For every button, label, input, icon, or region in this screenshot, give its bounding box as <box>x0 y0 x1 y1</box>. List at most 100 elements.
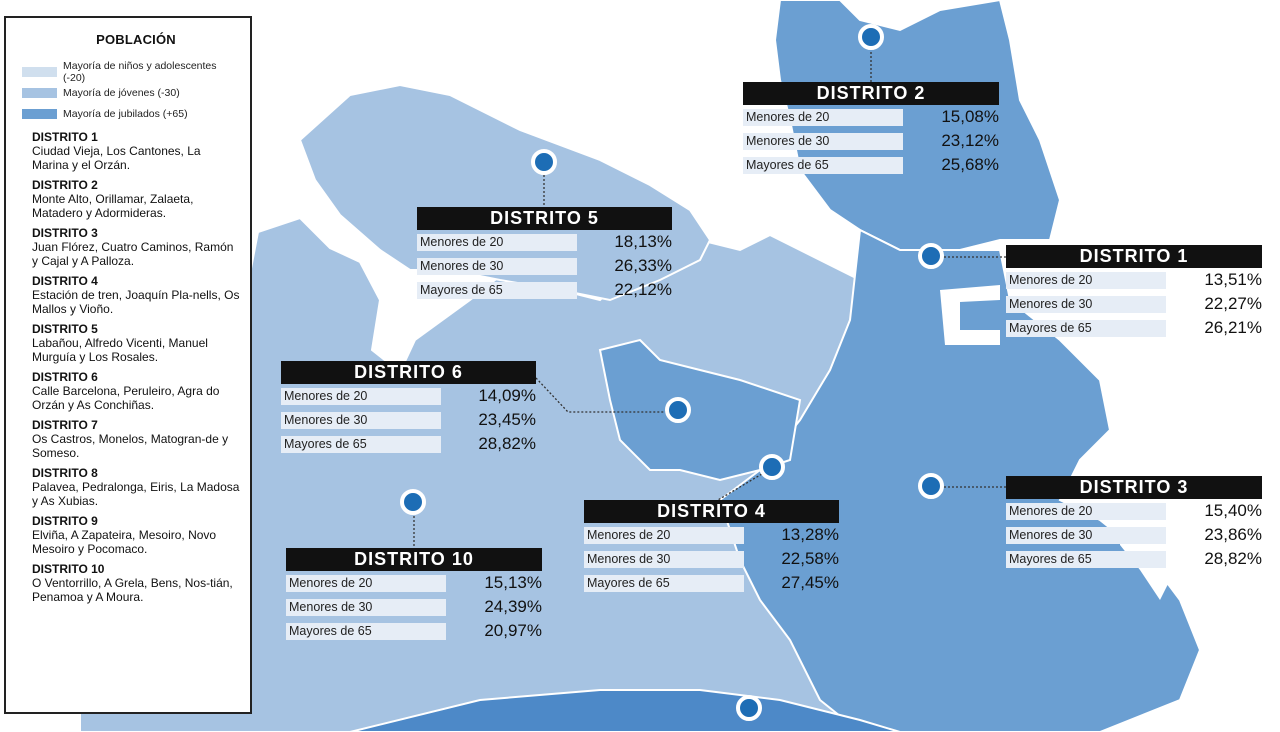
card-row-label: Mayores de 65 <box>281 435 441 453</box>
card-row: Mayores de 65 26,21% <box>1006 316 1262 340</box>
card-row-label: Mayores de 65 <box>584 574 744 592</box>
card-row: Menores de 20 15,40% <box>1006 499 1262 523</box>
card-district-4: DISTRITO 4 Menores de 20 13,28% Menores d… <box>584 500 839 595</box>
district-5-pin[interactable] <box>531 149 557 175</box>
region-east <box>718 228 1202 732</box>
card-row-value: 15,13% <box>484 573 542 592</box>
card-row-label: Menores de 20 <box>286 574 446 592</box>
card-row-label: Menores de 20 <box>584 526 744 544</box>
card-row-label: Menores de 30 <box>1006 526 1166 544</box>
legend-key-label: Mayoría de niños y adolescentes (-20) <box>63 59 217 84</box>
legend-district-name: DISTRITO 9 <box>32 514 98 528</box>
card-row: Mayores de 65 28,82% <box>281 432 536 456</box>
card-row-label: Mayores de 65 <box>417 281 577 299</box>
card-row-label: Menores de 30 <box>743 132 903 150</box>
legend-district-9: DISTRITO 9 Elviña, A Zapateira, Mesoiro, … <box>32 514 240 556</box>
district-4-pin[interactable] <box>759 454 785 480</box>
card-row: Mayores de 65 28,82% <box>1006 547 1262 571</box>
legend-district-areas: Estación de tren, Joaquín Pla-nells, Os … <box>32 288 240 316</box>
district-3-pin[interactable] <box>918 473 944 499</box>
card-district-10: DISTRITO 10 Menores de 20 15,13% Menores … <box>286 548 542 643</box>
card-row-label: Menores de 20 <box>281 387 441 405</box>
card-row-value: 26,21% <box>1204 318 1262 337</box>
legend-district-name: DISTRITO 8 <box>32 466 98 480</box>
legend-district-name: DISTRITO 5 <box>32 322 98 336</box>
legend-key-youth: Mayoría de jóvenes (-30) <box>22 82 240 103</box>
card-row-label: Menores de 20 <box>417 233 577 251</box>
card-district-2: DISTRITO 2 Menores de 20 15,08% Menores d… <box>743 82 999 177</box>
card-row: Menores de 20 13,51% <box>1006 268 1262 292</box>
district-2-pin[interactable] <box>858 24 884 50</box>
legend-title: POBLACIÓN <box>96 32 176 47</box>
card-row-value: 28,82% <box>1204 549 1262 568</box>
card-row-value: 22,58% <box>781 549 839 568</box>
legend-district-name: DISTRITO 2 <box>32 178 98 192</box>
legend-district-areas: O Ventorrillo, A Grela, Bens, Nos-tián, … <box>32 576 233 604</box>
card-row-label: Mayores de 65 <box>743 156 903 174</box>
legend-district-areas: Calle Barcelona, Peruleiro, Agra do Orzá… <box>32 384 220 412</box>
card-row-label: Menores de 30 <box>1006 295 1166 313</box>
card-row-label: Menores de 20 <box>1006 271 1166 289</box>
card-title: DISTRITO 5 <box>417 207 672 230</box>
card-row-label: Mayores de 65 <box>286 622 446 640</box>
district-10-pin[interactable] <box>400 489 426 515</box>
card-row: Menores de 30 22,58% <box>584 547 839 571</box>
legend-panel: POBLACIÓN Mayoría de niños y adolescente… <box>4 16 252 714</box>
card-row-value: 18,13% <box>614 232 672 251</box>
card-row-value: 15,08% <box>941 107 999 126</box>
card-row: Menores de 20 15,08% <box>743 105 999 129</box>
card-row-value: 26,33% <box>614 256 672 275</box>
legend-swatch-seniors <box>22 108 57 119</box>
legend-district-areas: Elviña, A Zapateira, Mesoiro, Novo Mesoi… <box>32 528 217 556</box>
card-row-value: 27,45% <box>781 573 839 592</box>
legend-district-5: DISTRITO 5 Labañou, Alfredo Vicenti, Manu… <box>32 322 240 364</box>
card-row-label: Mayores de 65 <box>1006 319 1166 337</box>
legend-district-name: DISTRITO 1 <box>32 130 98 144</box>
district-9-pin[interactable] <box>736 695 762 721</box>
legend-district-2: DISTRITO 2 Monte Alto, Orillamar, Zalaeta… <box>32 178 240 220</box>
card-row: Menores de 20 15,13% <box>286 571 542 595</box>
card-title: DISTRITO 6 <box>281 361 536 384</box>
legend-key-seniors: Mayoría de jubilados (+65) <box>22 103 240 124</box>
legend-key-label: Mayoría de jóvenes (-30) <box>63 86 180 99</box>
card-title: DISTRITO 10 <box>286 548 542 571</box>
card-row-value: 15,40% <box>1204 501 1262 520</box>
card-row-value: 23,12% <box>941 131 999 150</box>
district-6-pin[interactable] <box>665 397 691 423</box>
legend-district-4: DISTRITO 4 Estación de tren, Joaquín Pla-… <box>32 274 240 316</box>
card-row-value: 22,27% <box>1204 294 1262 313</box>
legend-district-areas: Ciudad Vieja, Los Cantones, La Marina y … <box>32 144 201 172</box>
legend-district-10: DISTRITO 10 O Ventorrillo, A Grela, Bens,… <box>32 562 240 604</box>
legend-district-areas: Labañou, Alfredo Vicenti, Manuel Murguía… <box>32 336 208 364</box>
card-row: Mayores de 65 22,12% <box>417 278 672 302</box>
legend-district-name: DISTRITO 3 <box>32 226 98 240</box>
card-district-1: DISTRITO 1 Menores de 20 13,51% Menores d… <box>1006 245 1262 340</box>
legend-district-areas: Juan Flórez, Cuatro Caminos, Ramón y Caj… <box>32 240 234 268</box>
district-1-pin[interactable] <box>918 243 944 269</box>
card-title: DISTRITO 4 <box>584 500 839 523</box>
card-row-label: Menores de 20 <box>743 108 903 126</box>
card-row-label: Menores de 20 <box>1006 502 1166 520</box>
legend-district-areas: Palavea, Pedralonga, Eiris, La Madosa y … <box>32 480 240 508</box>
legend-district-3: DISTRITO 3 Juan Flórez, Cuatro Caminos, R… <box>32 226 240 268</box>
card-title: DISTRITO 1 <box>1006 245 1262 268</box>
card-row: Menores de 30 23,12% <box>743 129 999 153</box>
card-row: Menores de 30 26,33% <box>417 254 672 278</box>
card-row-value: 22,12% <box>614 280 672 299</box>
legend-district-name: DISTRITO 7 <box>32 418 98 432</box>
legend-swatch-kids <box>22 66 57 77</box>
card-row-label: Menores de 30 <box>584 550 744 568</box>
card-row-value: 23,86% <box>1204 525 1262 544</box>
legend-district-7: DISTRITO 7 Os Castros, Monelos, Matogran-… <box>32 418 240 460</box>
card-row-label: Menores de 30 <box>417 257 577 275</box>
legend-district-6: DISTRITO 6 Calle Barcelona, Peruleiro, Ag… <box>32 370 240 412</box>
region-south <box>349 689 901 732</box>
card-district-3: DISTRITO 3 Menores de 20 15,40% Menores d… <box>1006 476 1262 571</box>
legend-district-name: DISTRITO 10 <box>32 562 105 576</box>
card-row: Menores de 30 22,27% <box>1006 292 1262 316</box>
legend-key-label: Mayoría de jubilados (+65) <box>63 107 188 120</box>
legend-district-1: DISTRITO 1 Ciudad Vieja, Los Cantones, La… <box>32 130 240 172</box>
card-row-label: Menores de 30 <box>286 598 446 616</box>
legend-district-name: DISTRITO 6 <box>32 370 98 384</box>
card-district-6: DISTRITO 6 Menores de 20 14,09% Menores d… <box>281 361 536 456</box>
